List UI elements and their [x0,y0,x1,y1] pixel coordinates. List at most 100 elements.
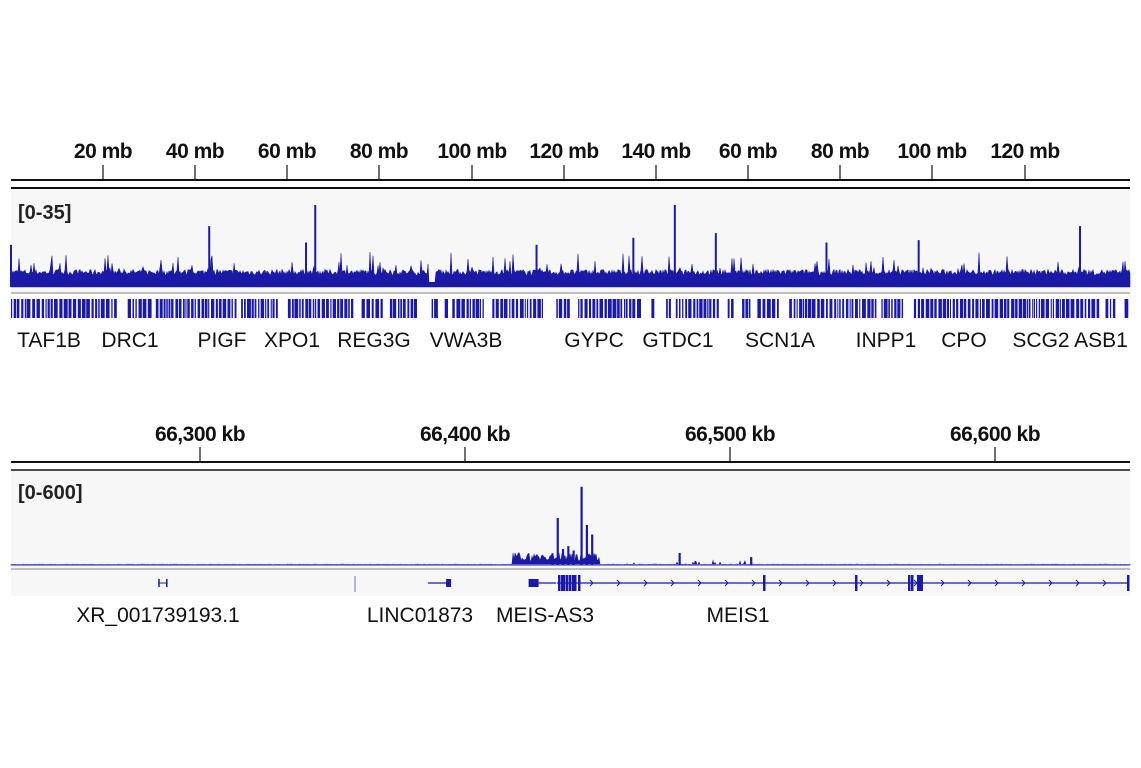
gene-feature [247,299,251,318]
gene-feature [265,299,267,318]
gene-feature [163,299,166,318]
gene-feature [340,299,344,318]
gene-feature [883,299,888,318]
gene-feature [301,299,304,318]
gene-label: GYPC [564,329,624,352]
gene-feature [47,299,50,318]
gene-feature [344,299,348,318]
gene-feature [942,299,946,318]
strand-arrow [859,579,864,587]
gene-label: DRC1 [101,329,158,352]
gene-feature [617,299,620,318]
gene-feature [111,299,113,318]
gene-feature [1045,299,1049,318]
gene-feature [1041,299,1045,318]
gene-label: SCG2 [1012,329,1069,352]
gene-feature [77,299,81,318]
gene-feature [400,299,402,318]
gene-feature [466,299,469,318]
gene-exon [917,575,923,591]
gene-feature [580,299,583,318]
gene-feature [272,299,275,318]
gene-feature [21,299,24,318]
gene-feature [668,299,671,318]
strand-arrow [751,579,756,587]
gene-feature [431,299,434,318]
gene-feature [994,299,999,318]
gene-feature [972,299,975,318]
gene-feature [24,299,27,318]
gene-feature [337,299,340,318]
gene-feature [956,299,959,318]
gene-feature [707,299,709,318]
gene-feature [975,299,979,318]
gene-feature [515,299,519,318]
gene-feature [147,299,152,318]
gene-exon [566,575,569,591]
gene-feature [820,299,825,318]
strand-arrow [1048,579,1053,587]
gene-feature [817,299,820,318]
gene-feature [204,299,208,318]
gene-feature [503,299,508,318]
gene-feature [314,299,317,318]
gene-feature [829,299,833,318]
gene-feature [393,299,397,318]
gene-feature [888,299,890,318]
gene-feature [361,299,365,318]
gene-feature [802,299,805,318]
gene-feature [934,299,937,318]
gene-exon [561,575,564,591]
gene-feature [1036,299,1038,318]
gene-feature [54,299,58,318]
gene-feature [389,299,393,318]
gene-feature [178,299,182,318]
gene-feature [1065,299,1070,318]
gene-feature [1080,299,1084,318]
gene-feature [36,299,40,318]
gene-feature [651,299,655,318]
strand-arrow [967,579,972,587]
gene-feature [244,299,246,318]
gene-feature [456,299,461,318]
gene-feature [159,299,163,318]
gene-feature [398,299,400,318]
gene-feature [742,299,745,318]
gene-feature [201,299,205,318]
gene-feature [469,299,471,318]
x-tick-label: 80 mb [811,140,869,163]
gene-feature [762,299,766,318]
gene-feature [138,299,142,318]
gene-feature [612,299,617,318]
strand-arrow [832,579,837,587]
gene-feature [874,299,877,318]
gene-exon [855,575,858,591]
strand-arrow [994,579,999,587]
gene-feature [187,299,190,318]
gene-feature [1011,299,1015,318]
gene-feature [963,299,967,318]
gene-feature [620,299,623,318]
gene-feature [1007,299,1010,318]
gene-feature [771,299,776,318]
gene-feature [1038,299,1041,318]
gene-feature [607,299,612,318]
gene-feature [275,299,278,318]
gene-feature [727,299,730,318]
gene-feature [624,299,626,318]
gene-feature [98,299,100,318]
gene-feature [254,299,257,318]
gene-feature [526,299,529,318]
gene-feature [26,299,31,318]
gene-feature [917,299,920,318]
gene-feature [380,299,383,318]
gene-feature [949,299,951,318]
gene-feature [851,299,854,318]
gene-feature [757,299,761,318]
gene-feature [258,299,260,318]
gene-feature [699,299,703,318]
gene-feature [1124,299,1129,318]
gene-feature [897,299,901,318]
x-tick-label: 66,600 kb [950,423,1040,446]
